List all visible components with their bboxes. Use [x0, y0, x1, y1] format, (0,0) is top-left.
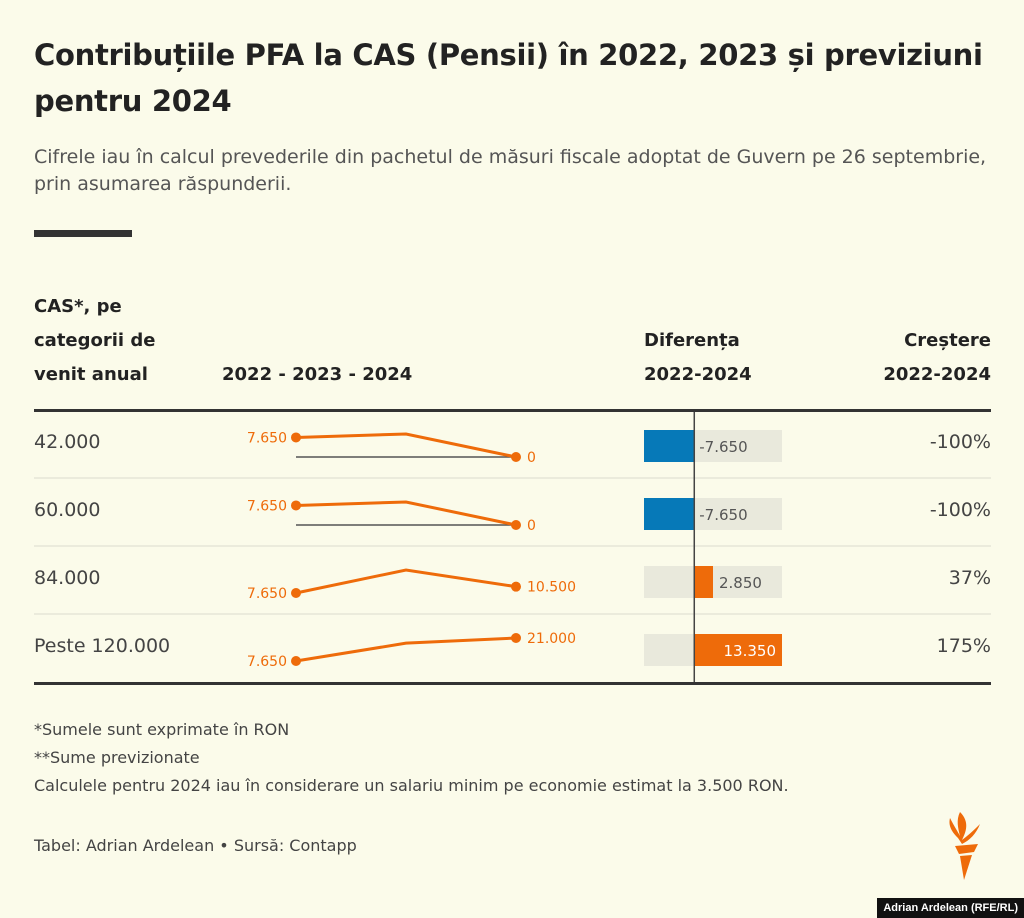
sparkline-point	[511, 520, 521, 530]
row-divider	[34, 477, 991, 479]
sparkline-point	[291, 500, 301, 511]
end-label: 21.000	[527, 631, 576, 647]
sparkline-point	[511, 633, 521, 643]
bottom-rule	[34, 682, 991, 685]
sparkline-point	[291, 588, 301, 598]
start-label: 7.650	[247, 430, 287, 446]
footnote-1: *Sumele sunt exprimate în RON	[34, 720, 290, 739]
header-category: CAS*, pe categorii de venit anual	[34, 296, 156, 385]
rferl-torch-logo	[949, 812, 980, 880]
sparkline-point	[291, 432, 301, 443]
diff-label: 13.350	[724, 642, 777, 660]
row-divider	[34, 545, 991, 547]
sparkline-point	[511, 452, 521, 462]
end-label: 10.500	[527, 580, 576, 596]
sparkline	[295, 500, 517, 527]
header-trend: 2022 - 2023 - 2024	[222, 364, 413, 385]
row-category: 60.000	[34, 499, 101, 521]
header-diff: Diferența 2022-2024	[644, 330, 752, 385]
row-growth: -100%	[929, 499, 991, 521]
row-category: Peste 120.000	[34, 635, 171, 657]
sparkline-point	[511, 581, 521, 592]
start-label: 7.650	[247, 498, 287, 514]
sparkline	[295, 636, 517, 663]
header-rule	[34, 409, 991, 412]
row-growth: 37%	[948, 567, 991, 589]
diff-bar	[644, 498, 695, 530]
start-label: 7.650	[247, 654, 287, 670]
end-label: 0	[527, 450, 536, 466]
sparkline	[295, 432, 517, 459]
watermark: Adrian Ardelean (RFE/RL)	[877, 898, 1024, 918]
subtitle: Cifrele iau în calcul prevederile din pa…	[34, 146, 987, 195]
diff-bar	[694, 566, 713, 598]
row-category: 42.000	[34, 431, 101, 453]
diff-bar	[644, 430, 695, 462]
row-divider	[34, 613, 991, 615]
footnote-2: **Sume previzionate	[34, 748, 200, 767]
diff-bar	[694, 634, 782, 666]
row-growth: -100%	[929, 431, 991, 453]
diff-label: 2.850	[719, 574, 762, 592]
title-rule	[34, 230, 132, 237]
credit: Tabel: Adrian Ardelean • Sursă: Contapp	[34, 836, 357, 855]
footnote-3: Calculele pentru 2024 iau în considerare…	[34, 776, 789, 795]
header-growth: Creștere 2022-2024	[883, 330, 991, 385]
row-category: 84.000	[34, 567, 101, 589]
sparkline	[295, 568, 517, 595]
diff-label: -7.650	[699, 438, 747, 456]
diff-label: -7.650	[699, 506, 747, 524]
start-label: 7.650	[247, 586, 287, 602]
sparkline-point	[291, 656, 301, 666]
page-title: Contribuțiile PFA la CAS (Pensii) în 202…	[34, 38, 983, 118]
row-growth: 175%	[936, 635, 991, 657]
end-label: 0	[527, 518, 536, 534]
